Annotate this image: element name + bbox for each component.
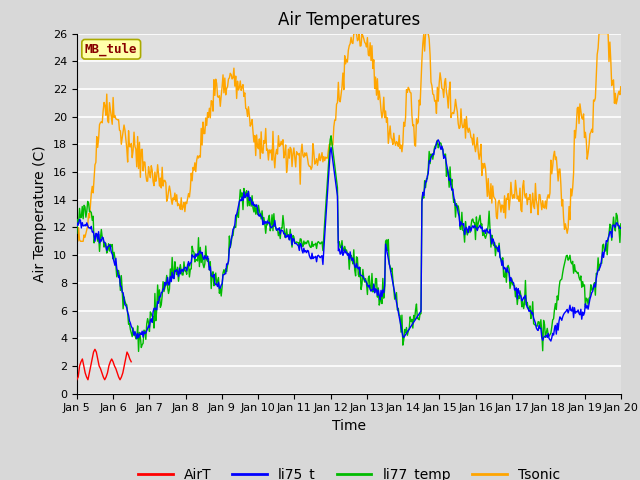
X-axis label: Time: Time [332, 419, 366, 433]
Y-axis label: Air Temperature (C): Air Temperature (C) [33, 145, 47, 282]
Title: Air Temperatures: Air Temperatures [278, 11, 420, 29]
Legend: AirT, li75_t, li77_temp, Tsonic: AirT, li75_t, li77_temp, Tsonic [132, 462, 565, 480]
Text: MB_tule: MB_tule [85, 43, 138, 56]
